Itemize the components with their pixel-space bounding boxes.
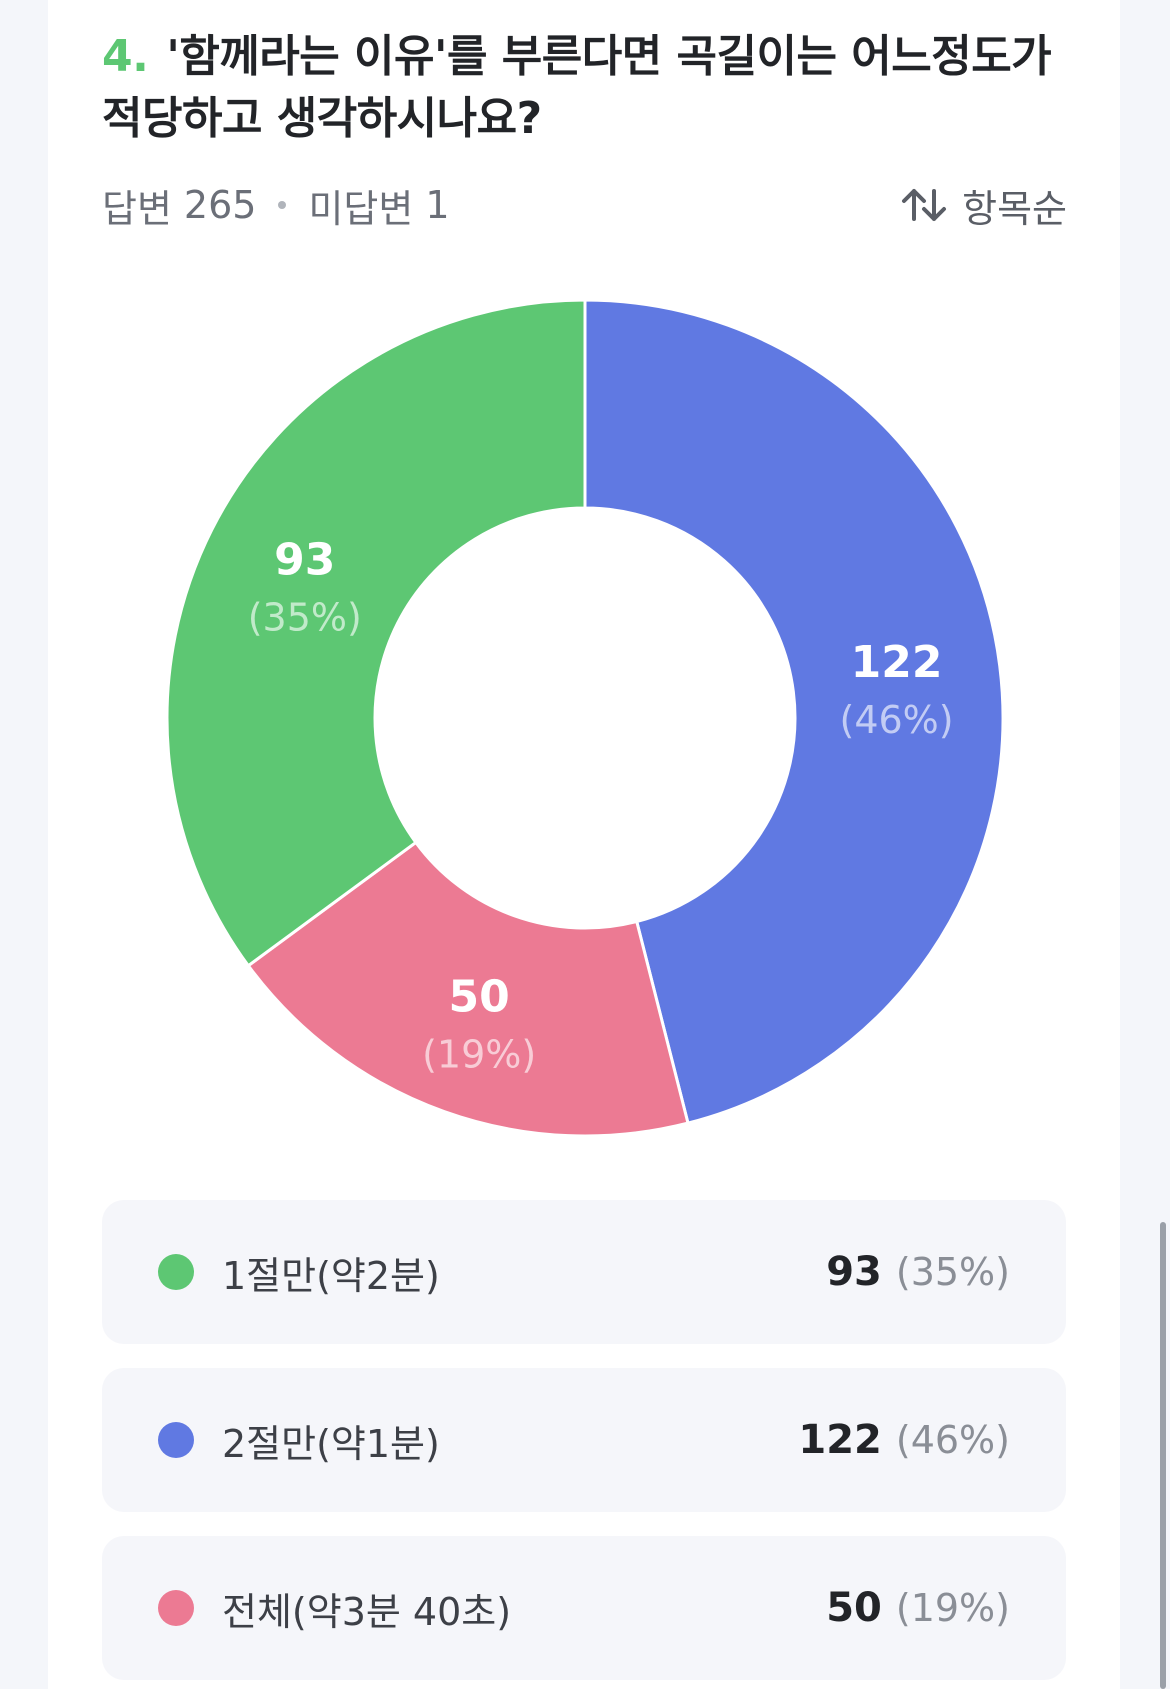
legend-count: 93 [826,1249,882,1295]
donut-slice[interactable] [583,298,1005,1125]
sort-label: 항목순 [962,186,1067,231]
slice-value-label: 122 [851,637,943,688]
donut-slice[interactable] [165,298,587,968]
legend-count: 50 [826,1585,882,1631]
slice-value-label: 93 [274,534,335,585]
legend-swatch [158,1254,194,1290]
unanswered-label: 미답변 [308,186,414,231]
question-text: '함께라는 이유'를 부른다면 곡길이는 어느정도가 적당하고 생각하시나요? [102,31,1052,144]
legend-label: 1절만(약2분) [222,1253,440,1298]
legend-item: 전체(약3분 40초) 50 (19%) [102,1536,1066,1680]
legend-label: 전체(약3분 40초) [222,1589,512,1634]
answered-label: 답변 [102,186,172,231]
question-number: 4. [102,31,149,82]
donut-slice[interactable] [246,840,690,1138]
scrollbar[interactable] [1160,1222,1166,1689]
legend-percent: (19%) [895,1586,1010,1630]
legend-count: 122 [798,1417,882,1463]
response-summary: 답변 265 미답변 1 [102,180,450,231]
question-title: 4. '함께라는 이유'를 부른다면 곡길이는 어느정도가 적당하고 생각하시나요… [102,26,1082,150]
slice-percent-label: (19%) [422,1033,536,1077]
donut-chart: 122 (46%) 50 (19%) 93 (35%) [165,298,1005,1138]
legend-item: 1절만(약2분) 93 (35%) [102,1200,1066,1344]
slice-percent-label: (35%) [248,595,362,639]
legend-item: 2절만(약1분) 122 (46%) [102,1368,1066,1512]
slice-value-label: 50 [449,972,510,1023]
separator-dot [278,201,287,209]
answered-count: 265 [183,183,257,227]
legend-swatch [158,1422,194,1458]
slice-percent-label: (46%) [840,698,954,742]
legend-swatch [158,1590,194,1626]
legend-label: 2절만(약1분) [222,1421,440,1466]
legend-percent: (35%) [895,1250,1010,1294]
legend-percent: (46%) [895,1418,1010,1462]
sort-button[interactable]: 항목순 [900,180,1067,231]
sort-arrows-icon [902,189,947,221]
unanswered-count: 1 [425,183,450,227]
